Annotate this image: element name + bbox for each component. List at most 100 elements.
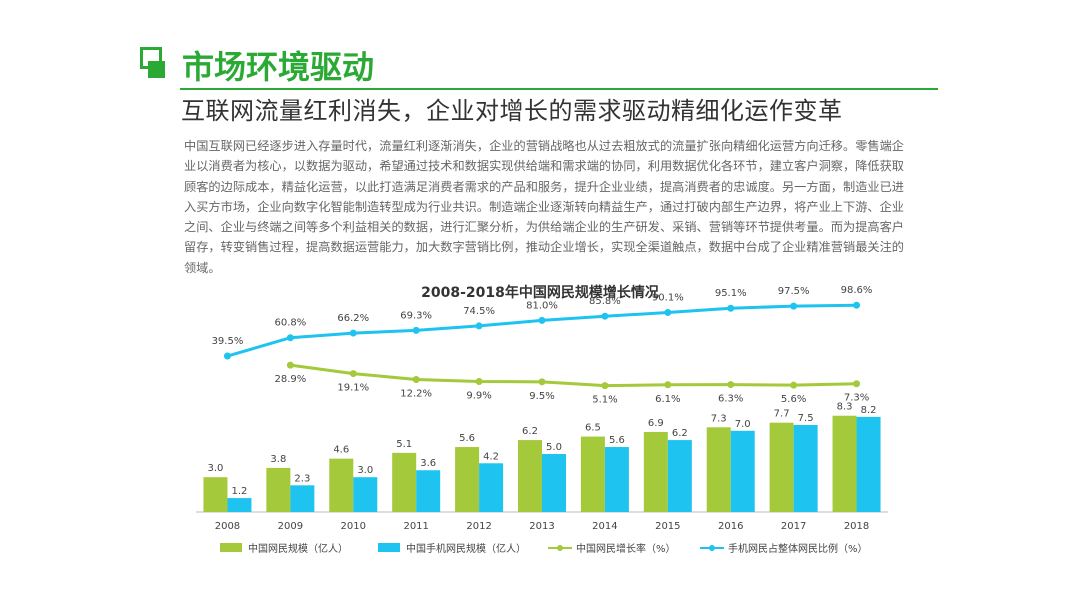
bar-label-netizens-2017: 7.7: [774, 409, 790, 420]
point-label-ratio-2018: 98.6%: [841, 285, 873, 296]
point-label-growth-2011: 12.2%: [400, 389, 432, 400]
point-label-ratio-2008: 39.5%: [212, 336, 244, 347]
point-label-ratio-2017: 97.5%: [778, 286, 810, 297]
bar-netizens-2014: [580, 436, 605, 512]
legend-swatch-dot-growth: [557, 545, 563, 551]
bar-mobile-2012: [479, 463, 504, 512]
point-growth-2011: [412, 376, 420, 384]
x-tick-2012: 2012: [466, 521, 491, 532]
x-tick-2008: 2008: [215, 521, 240, 532]
bar-mobile-2017: [793, 425, 818, 512]
bar-netizens-2018: [832, 415, 857, 512]
point-label-growth-2012: 9.9%: [466, 390, 491, 401]
x-tick-2017: 2017: [781, 521, 806, 532]
point-growth-2009: [286, 361, 294, 369]
bar-mobile-2011: [416, 470, 441, 512]
x-tick-2011: 2011: [403, 521, 428, 532]
bar-label-netizens-2018: 8.3: [837, 402, 853, 413]
point-label-ratio-2012: 74.5%: [463, 306, 495, 317]
bar-mobile-2008: [227, 498, 252, 512]
bar-netizens-2015: [643, 431, 668, 512]
title-divider: [180, 88, 938, 90]
point-growth-2017: [790, 381, 798, 389]
point-label-growth-2013: 9.5%: [529, 391, 554, 402]
point-growth-2012: [475, 377, 483, 385]
point-label-growth-2014: 5.1%: [592, 395, 617, 406]
point-ratio-2015: [664, 309, 672, 317]
point-ratio-2017: [790, 302, 798, 310]
bar-mobile-2016: [730, 430, 755, 512]
point-ratio-2012: [475, 322, 483, 330]
bar-netizens-2016: [706, 427, 731, 512]
point-label-growth-2010: 19.1%: [337, 383, 369, 394]
point-label-ratio-2009: 60.8%: [274, 318, 306, 329]
body-paragraph: 中国互联网已经逐步进入存量时代，流量红利逐渐消失，企业的营销战略也从过去粗放式的…: [184, 139, 904, 275]
bar-label-netizens-2016: 7.3: [711, 413, 727, 424]
bar-mobile-2014: [604, 447, 629, 512]
legend-label-ratio: 手机网民占整体网民比例（%）: [728, 542, 868, 555]
bar-label-mobile-2015: 6.2: [672, 428, 688, 439]
bar-label-netizens-2015: 6.9: [648, 418, 664, 429]
bar-label-netizens-2008: 3.0: [208, 463, 224, 474]
point-label-growth-2016: 6.3%: [718, 394, 743, 405]
bar-netizens-2009: [266, 467, 291, 512]
page-title: 市场环境驱动: [182, 48, 375, 86]
bar-mobile-2018: [856, 416, 881, 512]
point-growth-2015: [664, 381, 672, 389]
bar-netizens-2012: [455, 447, 480, 512]
bar-label-mobile-2014: 5.6: [609, 435, 625, 446]
point-label-growth-2015: 6.1%: [655, 394, 680, 405]
bar-netizens-2013: [518, 440, 542, 512]
x-tick-2014: 2014: [592, 521, 617, 532]
legend-label-mobile: 中国手机网民规模（亿人）: [406, 542, 526, 555]
x-tick-2013: 2013: [529, 521, 554, 532]
x-tick-2018: 2018: [844, 521, 869, 532]
title-square-filled-icon: [148, 61, 165, 78]
x-tick-2016: 2016: [718, 521, 743, 532]
legend-label-growth: 中国网民增长率（%）: [576, 542, 676, 555]
legend-swatch-dot-ratio: [709, 545, 715, 551]
bar-label-mobile-2009: 2.3: [294, 473, 310, 484]
bar-label-mobile-2017: 7.5: [798, 413, 814, 424]
point-label-growth-2018: 7.3%: [844, 393, 869, 404]
point-ratio-2011: [412, 326, 420, 334]
bar-label-mobile-2013: 5.0: [546, 442, 562, 453]
bar-label-mobile-2016: 7.0: [735, 419, 751, 430]
bar-label-mobile-2011: 3.6: [420, 458, 436, 469]
bar-netizens-2011: [392, 452, 417, 512]
point-growth-2010: [349, 370, 357, 378]
bar-mobile-2009: [290, 485, 315, 512]
point-ratio-2010: [349, 329, 357, 337]
point-label-ratio-2014: 85.8%: [589, 296, 621, 307]
point-label-growth-2017: 5.6%: [781, 394, 806, 405]
bar-label-mobile-2018: 8.2: [861, 405, 877, 416]
page-subtitle: 互联网流量红利消失，企业对增长的需求驱动精细化运作变革: [181, 97, 843, 125]
bar-netizens-2017: [769, 422, 794, 512]
bar-label-netizens-2012: 5.6: [459, 433, 475, 444]
point-label-ratio-2011: 69.3%: [400, 310, 432, 321]
bar-label-mobile-2010: 3.0: [357, 465, 373, 476]
bar-label-mobile-2012: 4.2: [483, 451, 499, 462]
line-mobile-ratio: [227, 303, 857, 358]
point-ratio-2009: [286, 334, 294, 342]
point-ratio-2018: [853, 301, 861, 309]
legend-swatch-netizens: [220, 543, 242, 552]
point-label-ratio-2010: 66.2%: [337, 313, 369, 324]
bar-label-mobile-2008: 1.2: [232, 486, 248, 497]
bar-netizens-2010: [329, 458, 354, 512]
point-growth-2013: [538, 378, 546, 386]
x-tick-2010: 2010: [341, 521, 366, 532]
point-label-ratio-2013: 81.0%: [526, 300, 558, 311]
point-ratio-2008: [223, 352, 231, 360]
bar-mobile-2013: [542, 454, 566, 512]
legend-label-netizens: 中国网民规模（亿人）: [248, 542, 348, 555]
x-tick-2015: 2015: [655, 521, 680, 532]
line-growth-rate: [290, 363, 857, 388]
bar-netizens-2008: [203, 477, 228, 512]
point-growth-2016: [727, 381, 735, 389]
bar-label-netizens-2011: 5.1: [396, 439, 412, 450]
point-growth-2018: [853, 380, 861, 388]
point-ratio-2013: [538, 316, 546, 324]
point-growth-2014: [601, 382, 609, 390]
